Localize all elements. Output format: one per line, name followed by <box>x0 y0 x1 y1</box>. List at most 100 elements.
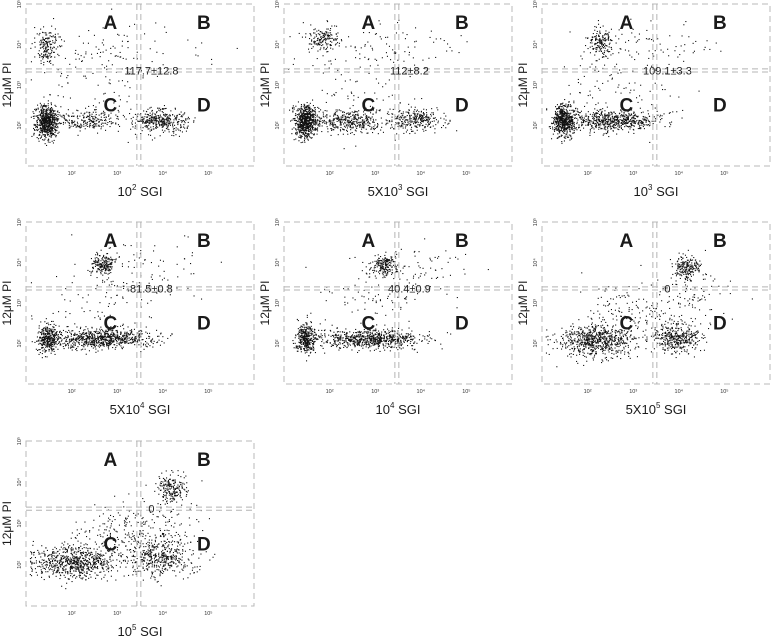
scatter-point <box>567 122 569 124</box>
scatter-point <box>145 122 147 124</box>
scatter-point <box>559 110 561 112</box>
scatter-point <box>43 42 45 44</box>
scatter-point <box>418 117 420 119</box>
scatter-point <box>48 337 50 339</box>
scatter-point <box>558 131 560 133</box>
scatter-point <box>319 125 321 127</box>
scatter-point <box>604 37 606 39</box>
scatter-point <box>155 118 157 120</box>
scatter-point <box>320 118 322 120</box>
scatter-point <box>167 118 169 120</box>
scatter-point <box>295 132 297 134</box>
scatter-point <box>340 39 342 41</box>
scatter-point <box>599 109 601 111</box>
scatter-point <box>422 117 424 119</box>
scatter-point <box>55 129 57 131</box>
scatter-point <box>595 47 597 49</box>
scatter-point <box>323 119 325 121</box>
scatter-point <box>309 102 311 104</box>
scatter-point <box>337 116 339 118</box>
scatter-point <box>380 38 382 40</box>
scatter-point <box>569 139 571 141</box>
scatter-point <box>313 32 315 34</box>
scatter-point <box>169 115 171 117</box>
scatter-point <box>630 123 632 125</box>
scatter-point <box>638 128 640 130</box>
scatter-point <box>562 114 564 116</box>
scatter-point <box>577 78 579 80</box>
scatter-point <box>315 119 317 121</box>
scatter-point <box>193 120 195 122</box>
scatter-point <box>85 116 87 118</box>
scatter-point <box>572 125 574 127</box>
scatter-point <box>76 125 78 127</box>
scatter-point <box>308 107 310 109</box>
scatter-point <box>45 122 47 124</box>
scatter-point <box>663 113 665 115</box>
scatter-point <box>560 108 562 110</box>
scatter-point <box>150 134 152 136</box>
scatter-point <box>46 132 48 134</box>
scatter-point <box>45 114 47 116</box>
scatter-point <box>400 115 402 117</box>
scatter-point <box>42 134 44 136</box>
scatter-point <box>146 119 148 121</box>
scatter-point <box>105 129 107 131</box>
scatter-point <box>314 41 316 43</box>
scatter-point <box>144 116 146 118</box>
scatter-point <box>372 118 374 120</box>
scatter-point <box>594 54 596 56</box>
scatter-point <box>304 127 306 129</box>
scatter-point <box>406 115 408 117</box>
scatter-point <box>46 112 48 114</box>
scatter-point <box>555 112 557 114</box>
scatter-point <box>48 113 50 115</box>
scatter-point <box>100 123 102 125</box>
scatter-point <box>569 116 571 118</box>
scatter-point <box>342 111 344 113</box>
scatter-point <box>559 118 561 120</box>
scatter-point <box>46 54 48 56</box>
scatter-point <box>320 31 322 33</box>
scatter-point <box>326 28 328 30</box>
scatter-point <box>343 123 345 125</box>
scatter-point <box>342 128 344 130</box>
scatter-point <box>307 121 309 123</box>
scatter-point <box>567 115 569 117</box>
scatter-point <box>360 131 362 133</box>
scatter-point <box>313 134 315 136</box>
scatter-point <box>664 89 666 91</box>
x-axis-label: 102 SGI <box>118 183 163 199</box>
scatter-point <box>573 131 575 133</box>
scatter-point <box>596 60 598 62</box>
scatter-point <box>139 120 141 122</box>
scatter-point <box>43 128 45 130</box>
scatter-point <box>647 124 649 126</box>
scatter-point <box>162 126 164 128</box>
scatter-point <box>437 122 439 124</box>
scatter-point <box>638 120 640 122</box>
scatter-point <box>313 110 315 112</box>
scatter-point <box>333 119 335 121</box>
scatter-point <box>306 127 308 129</box>
scatter-point <box>312 109 314 111</box>
scatter-point <box>52 116 54 118</box>
scatter-point <box>39 128 41 130</box>
scatter-point <box>598 46 600 48</box>
scatter-point <box>129 73 131 75</box>
scatter-point <box>85 51 87 53</box>
scatter-point <box>344 126 346 128</box>
scatter-point <box>139 119 141 121</box>
scatter-point <box>311 110 313 112</box>
scatter-point <box>302 124 304 126</box>
scatter-point <box>52 110 54 112</box>
scatter-point <box>36 137 38 139</box>
scatter-point <box>131 123 133 125</box>
scatter-point <box>331 122 333 124</box>
scatter-point <box>402 32 404 34</box>
scatter-point <box>304 130 306 132</box>
scatter-point <box>617 72 619 74</box>
scatter-point <box>565 122 567 124</box>
scatter-point <box>295 129 297 131</box>
scatter-point <box>161 120 163 122</box>
